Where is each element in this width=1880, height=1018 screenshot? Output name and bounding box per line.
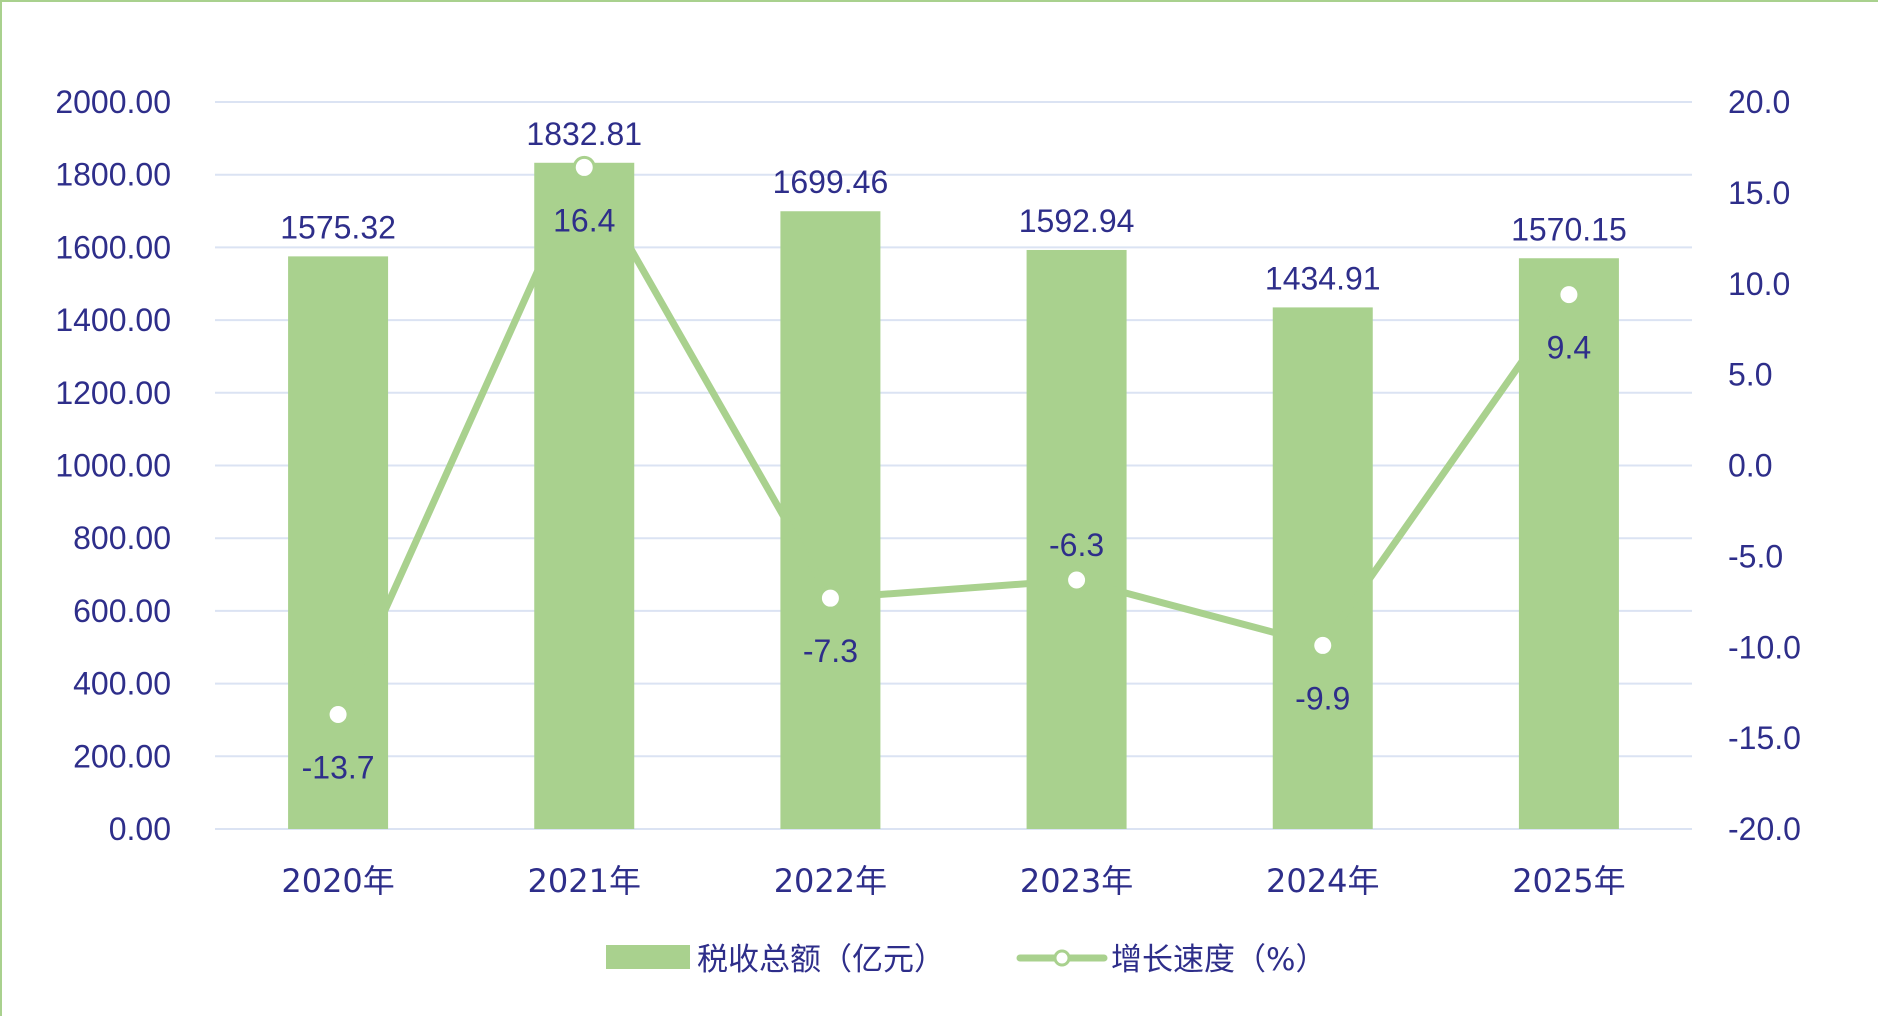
line-point: [572, 155, 596, 179]
line-data-labels: -13.7 16.4 -7.3 -6.3 -9.9 9.4: [302, 202, 1592, 785]
line-point: [326, 702, 350, 726]
line-point: [1311, 633, 1335, 657]
left-tick-label: 1400.00: [55, 302, 171, 338]
bar: [534, 162, 635, 829]
bar-value-label: 1434.91: [1265, 260, 1381, 296]
bar: [1026, 249, 1127, 829]
bars: [288, 162, 1619, 830]
legend-bar-label: 税收总额（亿元）: [697, 942, 945, 978]
legend: 税收总额（亿元） 增长速度（%）: [606, 942, 1326, 978]
legend-bar-swatch: [606, 945, 690, 969]
category-label: 2025年: [1512, 862, 1625, 900]
right-tick-label: 5.0: [1728, 357, 1772, 393]
category-label: 2021年: [528, 862, 641, 900]
line-point: [1557, 283, 1581, 307]
line-value-label: -13.7: [302, 749, 375, 785]
gridlines: [215, 101, 1692, 830]
right-tick-label: -10.0: [1728, 629, 1801, 665]
right-tick-label: -5.0: [1728, 538, 1783, 574]
category-label: 2024年: [1266, 862, 1379, 900]
line-value-label: 9.4: [1547, 330, 1591, 366]
left-tick-label: 200.00: [73, 738, 171, 774]
right-tick-label: 0.0: [1728, 448, 1772, 484]
right-tick-label: 10.0: [1728, 266, 1790, 302]
line-value-label: 16.4: [553, 202, 615, 238]
bar: [1272, 307, 1373, 829]
left-axis-ticks: 0.00 200.00 400.00 600.00 800.00 1000.00 1200.…: [55, 84, 171, 847]
growth-line-path: [334, 163, 1573, 718]
bar-value-label: 1832.81: [526, 116, 642, 152]
line-point: [1065, 568, 1089, 592]
line-value-label: -7.3: [803, 633, 858, 669]
left-tick-label: 1200.00: [55, 375, 171, 411]
category-label: 2022年: [774, 862, 887, 900]
left-tick-label: 400.00: [73, 666, 171, 702]
category-label: 2023年: [1020, 862, 1133, 900]
left-tick-label: 0.00: [109, 811, 171, 847]
bar-value-label: 1592.94: [1019, 203, 1135, 239]
bar-value-label: 1570.15: [1511, 211, 1627, 247]
left-tick-label: 1800.00: [55, 157, 171, 193]
right-tick-label: 20.0: [1728, 84, 1790, 120]
bar: [780, 211, 881, 830]
right-axis-ticks: -20.0 -15.0 -10.0 -5.0 0.0 5.0 10.0 15.0 20.0: [1728, 84, 1801, 847]
left-tick-label: 2000.00: [55, 84, 171, 120]
left-tick-label: 1000.00: [55, 448, 171, 484]
right-tick-label: -15.0: [1728, 720, 1801, 756]
line-point: [818, 586, 842, 610]
bar-data-labels: 1575.32 1832.81 1699.46 1592.94 1434.91 1570.…: [280, 116, 1627, 297]
left-tick-label: 800.00: [73, 520, 171, 556]
right-tick-label: -20.0: [1728, 811, 1801, 847]
bar: [1518, 258, 1619, 829]
left-tick-label: 600.00: [73, 593, 171, 629]
bar-value-label: 1699.46: [773, 164, 889, 200]
left-tick-label: 1600.00: [55, 229, 171, 265]
legend-line-marker: [1053, 949, 1071, 967]
bar-value-label: 1575.32: [280, 209, 396, 245]
growth-line: [326, 155, 1581, 726]
right-tick-label: 15.0: [1728, 175, 1790, 211]
line-value-label: -6.3: [1049, 527, 1104, 563]
category-label: 2020年: [281, 862, 394, 900]
bar: [288, 256, 389, 829]
line-value-label: -9.9: [1295, 680, 1350, 716]
legend-line-label: 增长速度（%）: [1111, 942, 1326, 978]
category-labels: 2020年 2021年 2022年 2023年 2024年 2025年: [281, 862, 1625, 900]
